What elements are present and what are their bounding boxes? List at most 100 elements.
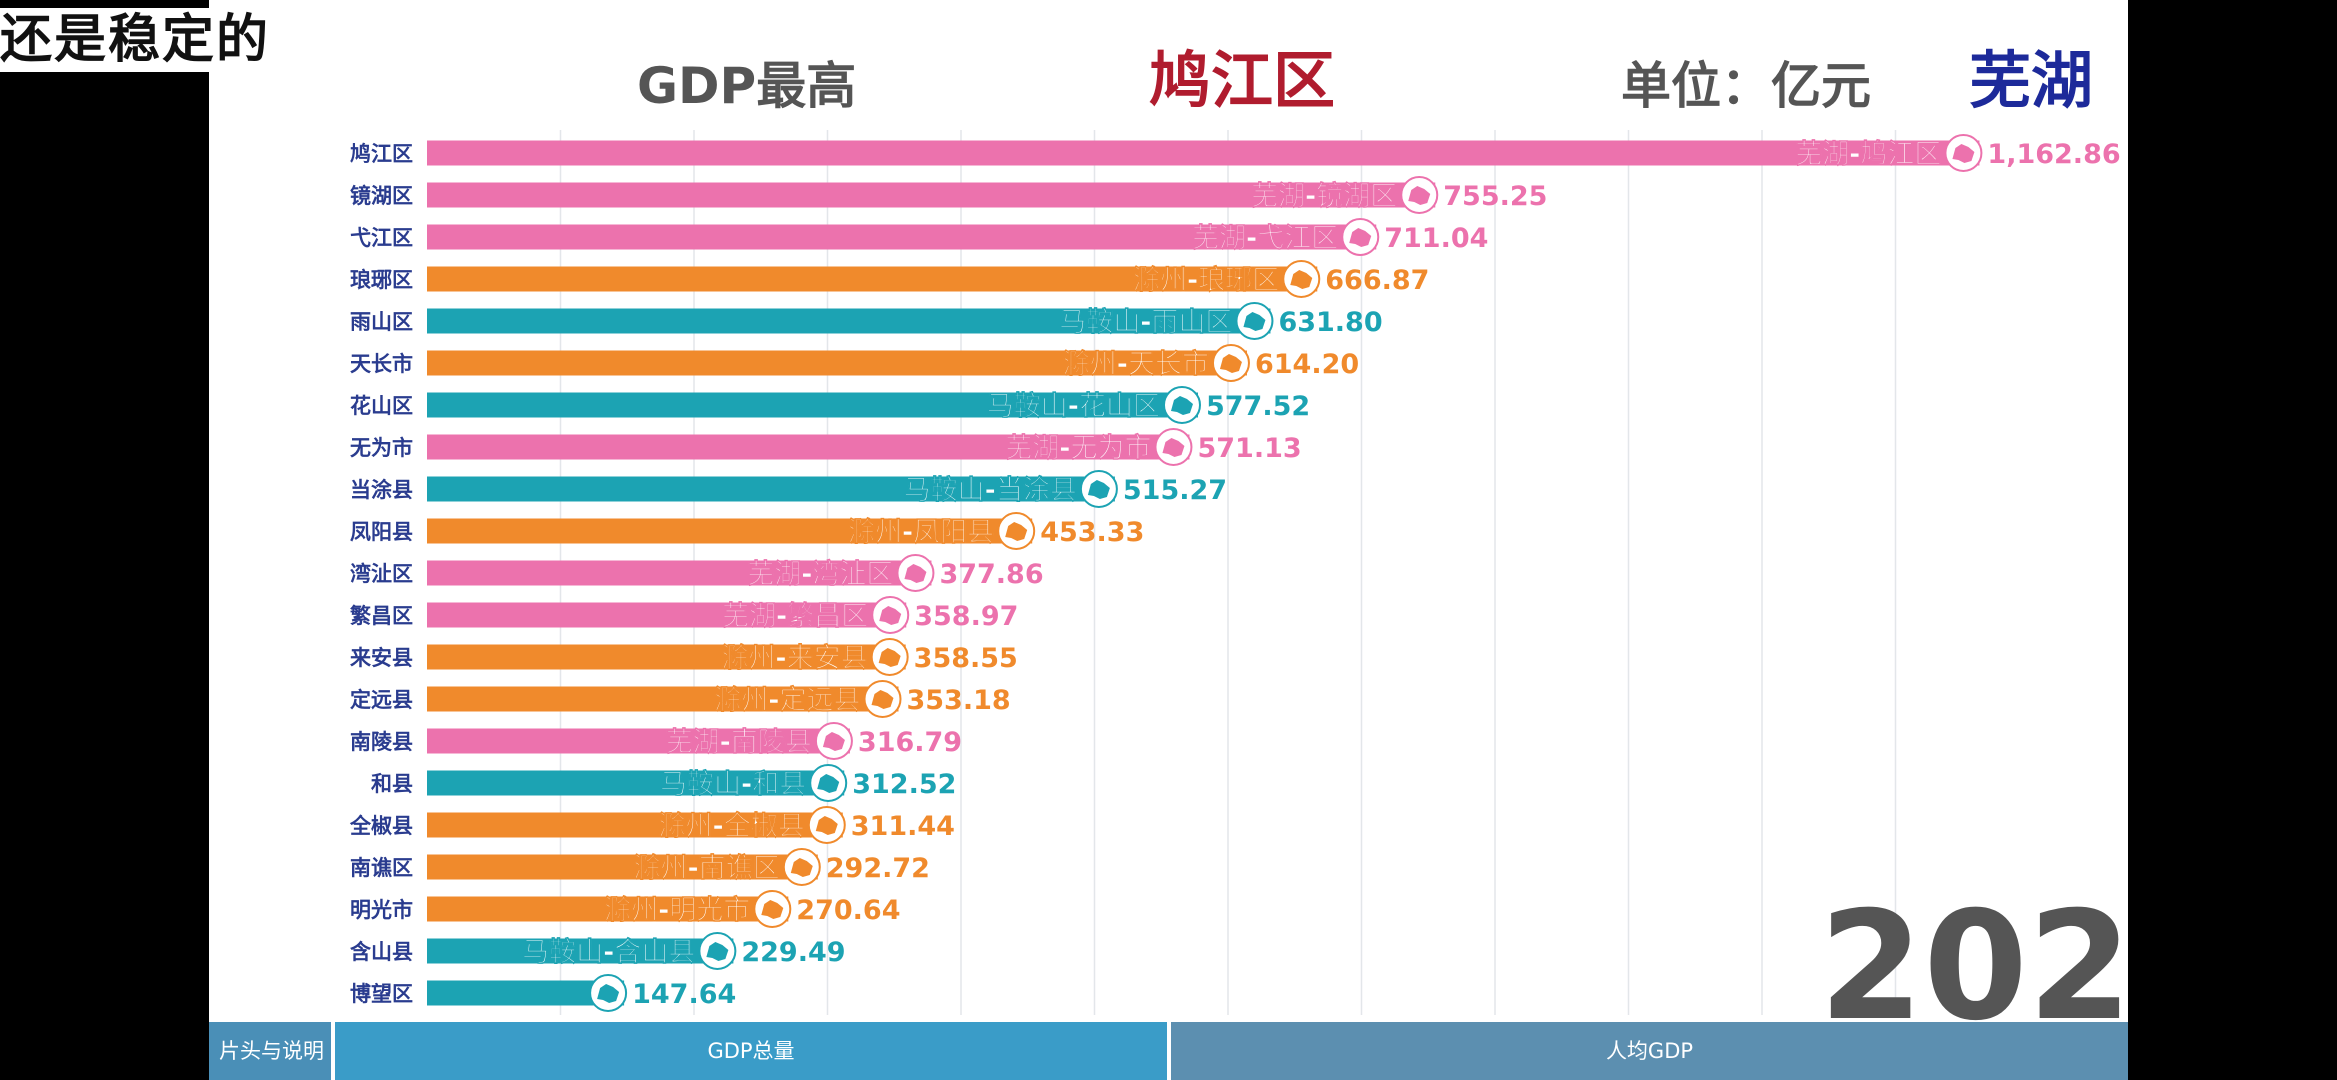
bar-label: 芜湖-弋江区 <box>1192 223 1338 254</box>
category-label: 全椒县 <box>349 814 413 838</box>
bar-label: 滁州-定远县 <box>714 684 860 716</box>
bar <box>427 560 932 586</box>
map-icon <box>589 974 628 1012</box>
bar <box>427 686 899 712</box>
category-label: 南陵县 <box>350 730 413 754</box>
tab-gdp-per-capita[interactable]: 人均GDP <box>1171 1022 2128 1080</box>
bar-chart: 1002003004005006007008009001,0001,100鸠江区… <box>349 130 2121 1015</box>
bar-label: 滁州-南谯区 <box>634 852 780 884</box>
unit-label: 单位：亿元 <box>1621 57 1871 115</box>
tab-gdp-total[interactable]: GDP总量 <box>335 1022 1167 1080</box>
bar-label: 马鞍山-和县 <box>660 768 806 800</box>
chapter-tab-bar: 片头与说明 GDP总量 人均GDP <box>209 1022 2128 1080</box>
bar <box>427 770 845 796</box>
value-label: 1,162.86 <box>1987 139 2120 170</box>
map-icon <box>870 638 909 676</box>
bar-label: 滁州-天长市 <box>1063 348 1209 380</box>
bar <box>427 182 1436 208</box>
value-label: 755.25 <box>1443 181 1547 212</box>
category-label: 博望区 <box>350 982 413 1006</box>
bar-label: 滁州-全椒县 <box>659 810 805 842</box>
map-icon <box>1211 344 1250 382</box>
category-label: 凤阳县 <box>350 520 413 544</box>
map-icon <box>1944 134 1983 172</box>
bar <box>427 224 1377 250</box>
bar-label: 马鞍山-雨山区 <box>1059 306 1232 338</box>
bar <box>427 602 907 628</box>
category-label: 含山县 <box>350 940 413 964</box>
bar-label: 马鞍山-花山区 <box>987 390 1160 422</box>
top-region-name: 鸠江区 <box>1149 44 1336 117</box>
bar-label: 滁州-琅琊区 <box>1133 264 1279 296</box>
gdp-max-label: GDP最高 <box>637 57 857 115</box>
bar <box>427 140 1980 166</box>
bar-label: 芜湖-鸠江区 <box>1795 139 1941 170</box>
bar <box>427 518 1033 544</box>
bar <box>427 644 906 670</box>
map-icon <box>1079 470 1118 508</box>
value-label: 631.80 <box>1278 307 1382 338</box>
value-label: 147.64 <box>632 979 736 1010</box>
category-label: 和县 <box>371 772 413 796</box>
bar <box>427 476 1115 502</box>
bar <box>427 350 1247 376</box>
category-label: 花山区 <box>350 394 413 418</box>
bar-label: 芜湖-湾沚区 <box>747 558 893 590</box>
category-label: 鸠江区 <box>350 142 413 166</box>
value-label: 614.20 <box>1255 349 1359 380</box>
value-label: 358.55 <box>914 643 1018 674</box>
map-icon <box>871 596 910 634</box>
map-icon <box>814 722 853 760</box>
value-label: 270.64 <box>796 895 900 926</box>
map-icon <box>863 680 902 718</box>
bar <box>427 896 789 922</box>
tab-intro[interactable]: 片头与说明 <box>209 1022 331 1080</box>
value-label: 358.97 <box>914 601 1018 632</box>
bar <box>427 266 1318 292</box>
video-frame: 1002003004005006007008009001,0001,100鸠江区… <box>209 0 2128 1080</box>
bar-label: 马鞍山-当涂县 <box>904 474 1077 506</box>
map-icon <box>698 932 737 970</box>
value-label: 453.33 <box>1040 517 1144 548</box>
bar <box>427 812 843 838</box>
value-label: 577.52 <box>1206 391 1310 422</box>
map-icon <box>782 848 821 886</box>
bar-label: 芜湖-南陵县 <box>666 727 812 758</box>
bar <box>427 854 818 880</box>
value-label: 377.86 <box>939 559 1043 590</box>
value-label: 292.72 <box>826 853 930 884</box>
category-label: 定远县 <box>350 688 413 712</box>
bar <box>427 434 1190 460</box>
category-label: 繁昌区 <box>350 604 413 628</box>
map-icon <box>809 764 848 802</box>
bar <box>427 938 734 964</box>
map-icon <box>1235 302 1274 340</box>
bar-label: 芜湖-无为市 <box>1005 432 1151 464</box>
value-label: 312.52 <box>852 769 956 800</box>
map-icon <box>997 512 1036 550</box>
category-label: 天长市 <box>350 352 413 376</box>
value-label: 571.13 <box>1197 433 1301 464</box>
bar-label: 芜湖-镜湖区 <box>1251 181 1397 212</box>
value-label: 229.49 <box>741 937 845 968</box>
bar-label: 芜湖-繁昌区 <box>722 601 868 632</box>
value-label: 316.79 <box>858 727 962 758</box>
map-icon <box>896 554 935 592</box>
category-label: 无为市 <box>350 436 413 460</box>
category-label: 湾沚区 <box>350 562 413 586</box>
bar <box>427 392 1198 418</box>
map-icon <box>807 806 846 844</box>
value-label: 666.87 <box>1325 265 1429 296</box>
bar-label: 马鞍山-含山县 <box>522 936 695 968</box>
value-label: 353.18 <box>906 685 1010 716</box>
category-label: 雨山区 <box>350 310 413 334</box>
bar <box>427 308 1271 334</box>
bar-label: 滁州-明光市 <box>604 894 750 926</box>
map-icon <box>1154 428 1193 466</box>
map-icon <box>1400 176 1439 214</box>
value-label: 311.44 <box>851 811 955 842</box>
top-city-name: 芜湖 <box>1969 44 2094 117</box>
category-label: 弋江区 <box>350 226 413 250</box>
value-label: 711.04 <box>1384 223 1488 254</box>
category-label: 镜湖区 <box>350 184 413 208</box>
